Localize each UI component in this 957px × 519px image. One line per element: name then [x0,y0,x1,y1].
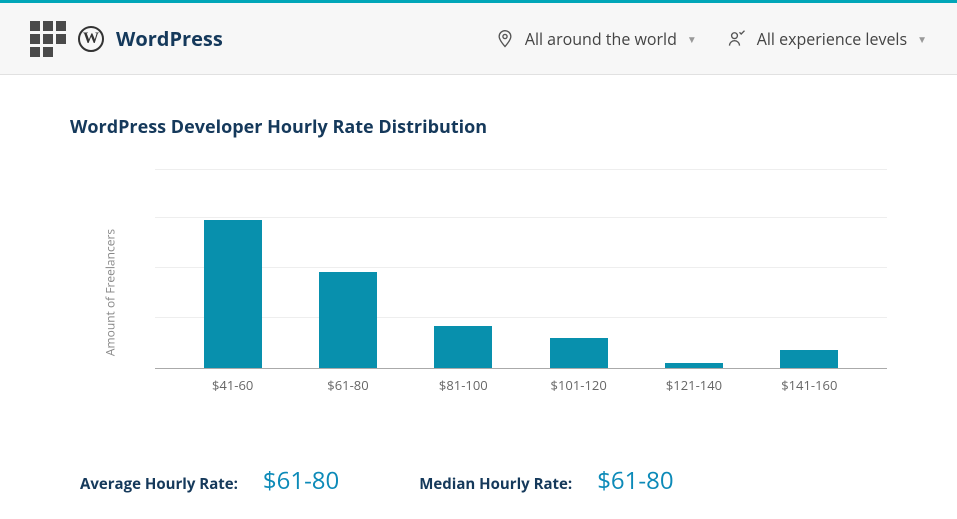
chevron-down-icon: ▼ [917,32,927,46]
avg-rate-label: Average Hourly Rate: [80,474,238,494]
experience-filter[interactable]: All experience levels ▼ [727,28,927,50]
bar-x-label: $141-160 [781,376,837,394]
location-pin-icon [495,29,515,49]
stats-row: Average Hourly Rate: $61-80 Median Hourl… [70,464,887,497]
median-rate-value: $61-80 [597,464,673,497]
chart-bar[interactable] [204,220,262,368]
chart-container: Amount of Freelancers $41-60$61-80$81-10… [100,169,887,399]
person-badge-icon [727,29,747,49]
filter-group: All around the world ▼ All experience le… [495,28,927,50]
chart-plot-area: $41-60$61-80$81-100$101-120 $121-140 $141-… [155,169,887,369]
median-rate-group: Median Hourly Rate: $61-80 [419,464,673,497]
logo-group: W WordPress [30,21,223,57]
gridline [155,217,887,218]
chart-bar[interactable] [665,363,723,368]
median-rate-label: Median Hourly Rate: [419,474,572,494]
bar-column: $81-100 [408,326,518,368]
location-filter-label: All around the world [525,28,677,50]
main-content: WordPress Developer Hourly Rate Distribu… [0,75,957,497]
grid-icon[interactable] [30,21,66,57]
chart-bar[interactable] [434,326,492,368]
avg-rate-group: Average Hourly Rate: $61-80 [80,464,339,497]
y-axis-label: Amount of Freelancers [102,229,119,356]
chart-bar[interactable] [319,272,377,368]
chart-bar[interactable] [780,350,838,368]
bar-x-label: $61-80 [327,376,368,394]
bar-column: $141-160 [754,350,864,368]
bar-x-label: $101-120 [551,376,607,394]
bar-x-label: $81-100 [439,376,488,394]
chart-bar[interactable] [550,338,608,368]
experience-filter-label: All experience levels [757,28,907,50]
bar-column: $121-140 [639,363,749,368]
wordpress-icon: W [78,26,104,52]
bar-column: $61-80 [293,272,403,368]
chevron-down-icon: ▼ [687,32,697,46]
header-bar: W WordPress All around the world ▼ All e… [0,0,957,75]
bar-column: $41-60 [178,220,288,368]
bar-x-label: $41-60 [212,376,253,394]
avg-rate-value: $61-80 [263,464,339,497]
brand-title: WordPress [116,25,223,52]
bar-x-label: $121-140 [666,376,722,394]
chart-title: WordPress Developer Hourly Rate Distribu… [70,115,887,139]
location-filter[interactable]: All around the world ▼ [495,28,697,50]
bar-column: $101-120 [524,338,634,368]
